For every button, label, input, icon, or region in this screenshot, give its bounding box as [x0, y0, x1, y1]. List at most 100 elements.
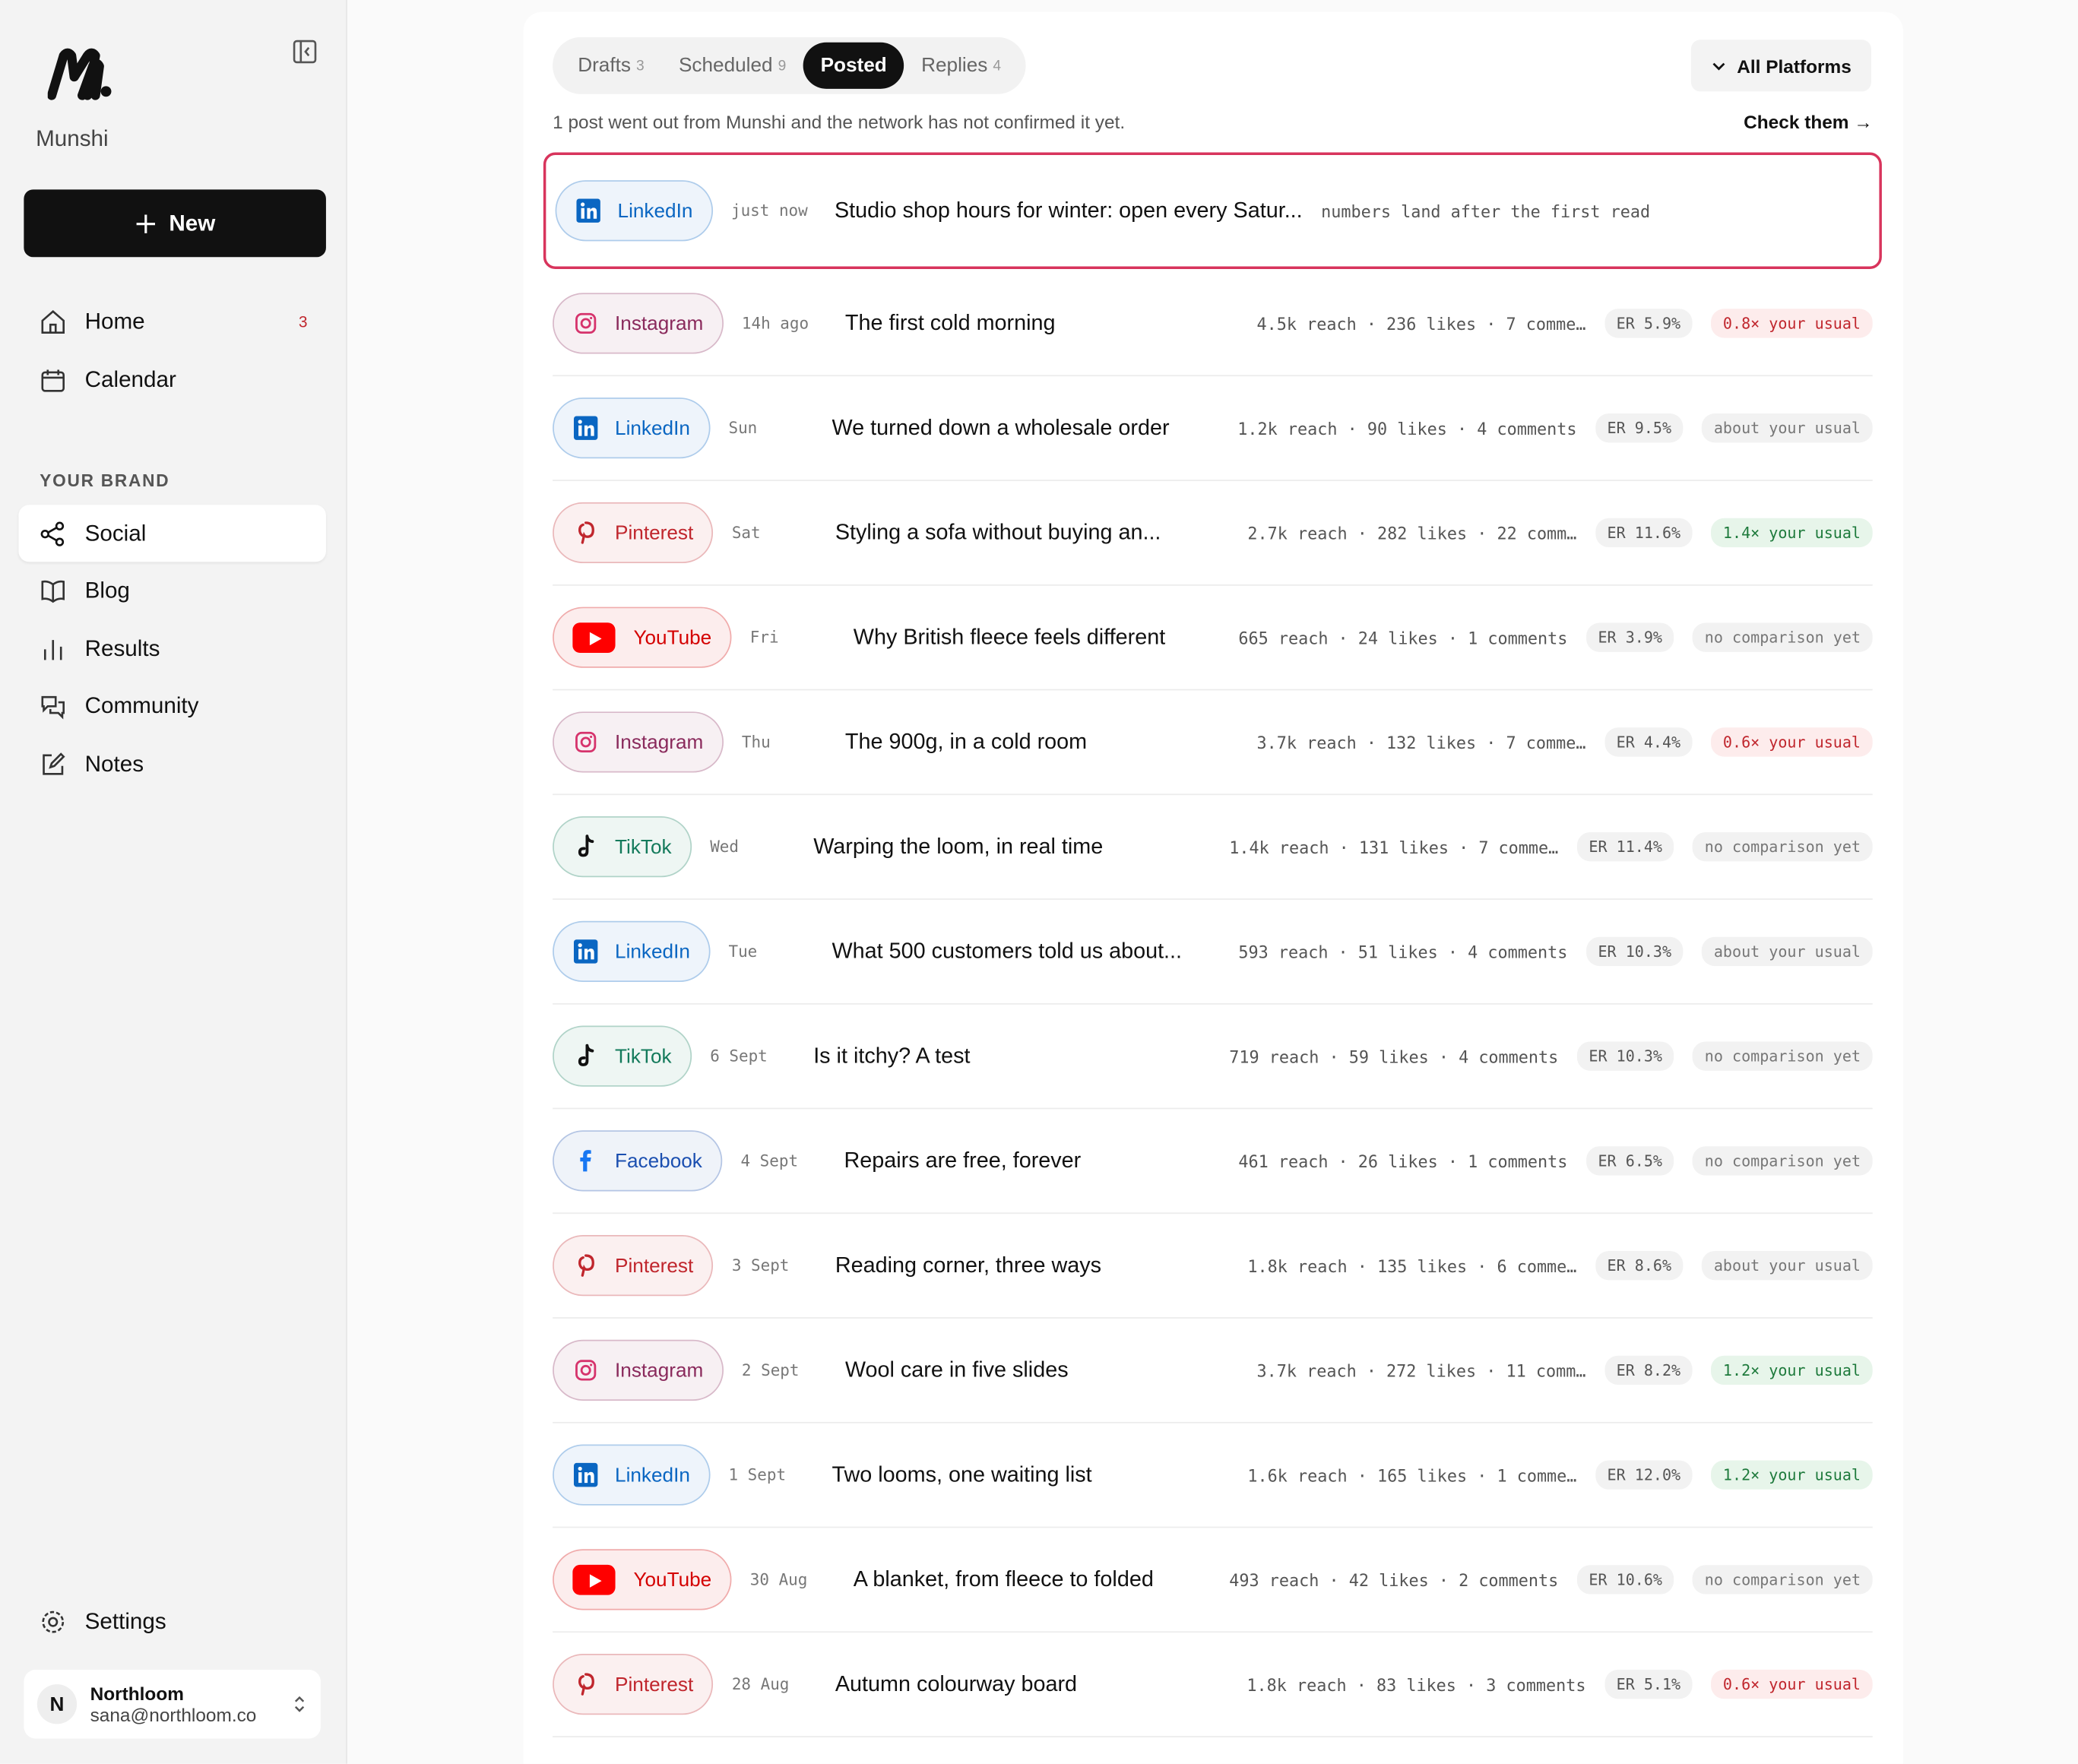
nav-item[interactable]: Community	[18, 677, 326, 734]
post-time: just now	[730, 201, 808, 220]
tab-label: Scheduled	[678, 54, 773, 78]
new-label: New	[169, 210, 216, 236]
platform-icon	[572, 1564, 616, 1595]
post-stats: 1.2k reach · 90 likes · 4 comments	[1237, 418, 1577, 439]
tab[interactable]: Scheduled 9	[661, 43, 803, 89]
post-title: Studio shop hours for winter: open every…	[834, 198, 1303, 223]
account-switcher[interactable]: N Northloom sana@northloom.co	[24, 1669, 321, 1739]
tab-count: 4	[993, 57, 1002, 74]
engagement-rate: ER 5.1%	[1604, 1669, 1693, 1699]
platform-pill: Instagram	[553, 1339, 724, 1401]
post-row[interactable]: LinkedIn 1 Sept Two looms, one waiting lis…	[553, 1424, 1873, 1528]
logo	[47, 48, 112, 100]
nav-badge: 3	[298, 312, 308, 331]
engagement-rate: ER 11.6%	[1595, 518, 1693, 548]
collapse-sidebar[interactable]	[293, 40, 317, 64]
post-stats: 665 reach · 24 likes · 1 comments	[1238, 627, 1568, 648]
post-time: Fri	[749, 628, 779, 647]
post-stats: 719 reach · 59 likes · 4 comments	[1229, 1046, 1559, 1066]
post-stats: 593 reach · 51 likes · 4 comments	[1238, 941, 1568, 961]
avatar: N	[36, 1684, 78, 1724]
nav-label: Notes	[84, 750, 144, 776]
nav-label: Community	[84, 692, 199, 718]
post-row[interactable]: TikTok 6 Sept Is it itchy? A test 719 reach…	[553, 1005, 1873, 1110]
nav-item[interactable]: Home 3	[18, 293, 326, 350]
post-title: The 900g, in a cold room	[844, 729, 1088, 754]
usual-comparison: no comparison yet	[1693, 1146, 1873, 1176]
post-title: We turned down a wholesale order	[832, 415, 1170, 440]
nav-label: Blog	[84, 577, 130, 603]
nav-label: Results	[84, 635, 160, 661]
post-row[interactable]: YouTube 30 Aug A blanket, from fleece to f…	[553, 1528, 1873, 1633]
community-icon	[41, 695, 65, 719]
platform-pill: LinkedIn	[553, 920, 711, 983]
settings-icon	[42, 1610, 65, 1633]
platform-pill: YouTube	[553, 606, 732, 668]
section-title: YOUR BRAND	[40, 470, 170, 491]
post-row[interactable]: LinkedIn Tue What 500 customers told us ab…	[553, 900, 1873, 1005]
blog-icon	[41, 579, 65, 603]
usual-comparison: 1.2× your usual	[1711, 1460, 1873, 1490]
sidebar: Munshi New Home 3 Calendar YOUR BRAND Soc…	[0, 0, 347, 1764]
post-row[interactable]: Instagram Thu The 900g, in a cold room 3.7k…	[553, 690, 1873, 796]
platform-icon	[575, 312, 597, 334]
platform-filter[interactable]: All Platforms	[1690, 40, 1871, 92]
usual-comparison: about your usual	[1702, 413, 1873, 443]
settings-item[interactable]: Settings	[18, 1593, 326, 1650]
engagement-rate: ER 12.0%	[1595, 1460, 1693, 1490]
post-title: Why British fleece feels different	[853, 625, 1166, 649]
post-list: LinkedIn just now Studio shop hours for wi…	[543, 152, 1882, 1737]
engagement-rate: ER 4.4%	[1604, 727, 1693, 757]
post-row[interactable]: YouTube Fri Why British fleece feels diffe…	[553, 586, 1873, 691]
post-row[interactable]: TikTok Wed Warping the loom, in real time 1…	[553, 795, 1873, 900]
post-title: Repairs are free, forever	[844, 1148, 1082, 1173]
post-row[interactable]: Instagram 14h ago The first cold morning 4.…	[553, 271, 1873, 377]
engagement-rate: ER 10.3%	[1585, 936, 1684, 967]
nav-item[interactable]: Social	[18, 505, 326, 562]
usual-comparison: 1.4× your usual	[1711, 518, 1873, 548]
post-title: Reading corner, three ways	[835, 1253, 1102, 1277]
post-time: Thu	[741, 733, 771, 752]
nav-item[interactable]: Results	[18, 620, 326, 677]
chevron-updown	[294, 1696, 305, 1712]
nav-label: Settings	[84, 1607, 166, 1633]
post-stats: 1.8k reach · 83 likes · 3 comments	[1246, 1674, 1586, 1695]
post-row[interactable]: LinkedIn just now Studio shop hours for wi…	[543, 152, 1882, 269]
tab[interactable]: Posted	[803, 42, 904, 89]
nav-item[interactable]: Notes	[18, 736, 326, 793]
post-title: Warping the loom, in real time	[813, 834, 1104, 858]
account-name: Northloom	[90, 1683, 184, 1705]
post-row[interactable]: Pinterest 3 Sept Reading corner, three way…	[553, 1214, 1873, 1319]
chevron-down	[1712, 62, 1725, 70]
notice-link[interactable]: Check them →	[1744, 111, 1873, 133]
usual-comparison: 0.8× your usual	[1711, 309, 1873, 338]
new-button[interactable]: New	[24, 189, 326, 258]
platform-name: TikTok	[615, 1044, 672, 1068]
usual-comparison: no comparison yet	[1693, 1565, 1873, 1595]
tab[interactable]: Drafts 3	[561, 43, 662, 89]
post-title: The first cold morning	[844, 310, 1056, 335]
platform-icon	[578, 834, 594, 857]
tab-count: 9	[778, 57, 787, 74]
post-row[interactable]: Facebook 4 Sept Repairs are free, forever 4…	[553, 1109, 1873, 1215]
usual-comparison: about your usual	[1702, 1250, 1873, 1281]
post-row[interactable]: LinkedIn Sun We turned down a wholesale or…	[553, 376, 1873, 481]
nav-item[interactable]: Blog	[18, 562, 326, 619]
platform-pill: Facebook	[553, 1130, 723, 1192]
post-row[interactable]: Pinterest Sat Styling a sofa without buyin…	[553, 481, 1873, 586]
post-row[interactable]: Instagram 2 Sept Wool care in five slides 3…	[553, 1319, 1873, 1424]
platform-name: YouTube	[633, 625, 712, 649]
tab-label: Drafts	[578, 54, 631, 78]
nav-item[interactable]: Calendar	[18, 351, 326, 408]
home-icon	[41, 309, 65, 334]
post-time: 2 Sept	[741, 1360, 800, 1380]
tab[interactable]: Replies 4	[904, 43, 1018, 89]
post-stats: 1.6k reach · 165 likes · 1 comme…	[1247, 1465, 1577, 1485]
platform-icon	[578, 521, 594, 544]
usual-comparison: 0.6× your usual	[1711, 727, 1873, 757]
post-row[interactable]: Pinterest 28 Aug Autumn colourway board 1.8…	[553, 1633, 1873, 1737]
post-time: 28 Aug	[731, 1674, 790, 1694]
platform-pill: LinkedIn	[553, 397, 711, 459]
engagement-rate: ER 10.6%	[1576, 1565, 1674, 1595]
platform-icon	[580, 1150, 591, 1172]
